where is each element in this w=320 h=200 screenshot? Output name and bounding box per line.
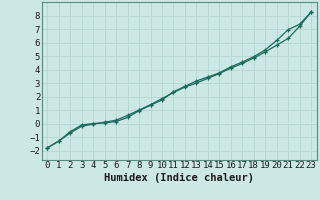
X-axis label: Humidex (Indice chaleur): Humidex (Indice chaleur) <box>104 173 254 183</box>
